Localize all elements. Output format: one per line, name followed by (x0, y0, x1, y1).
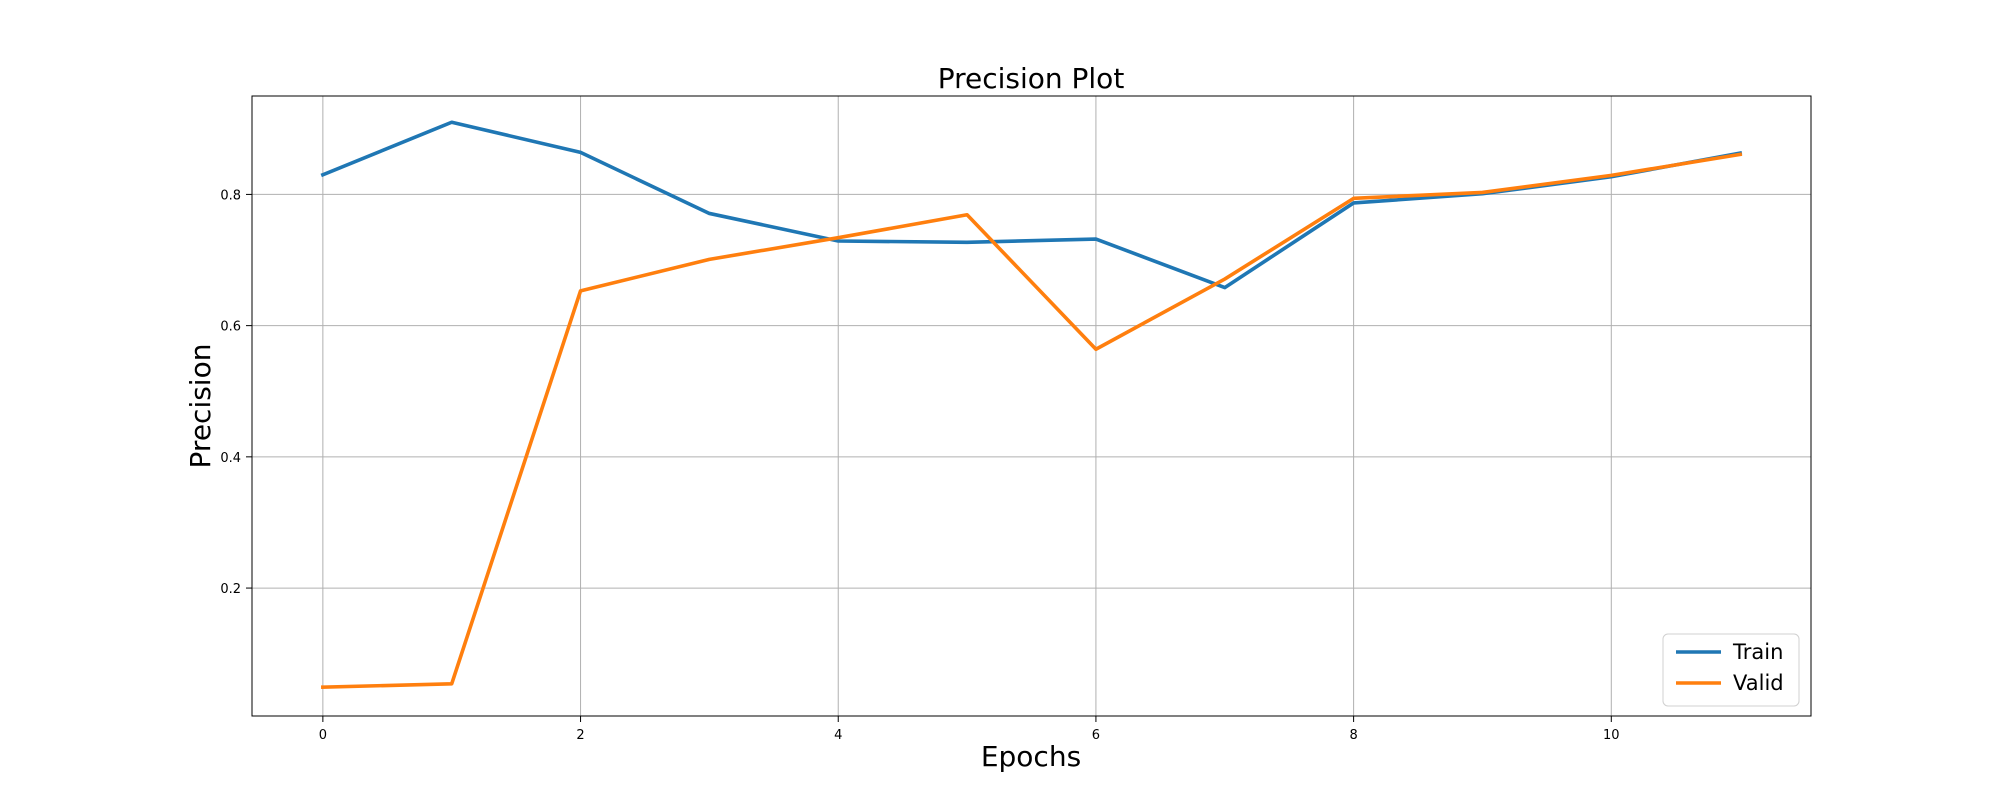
plot-frame (251, 95, 1812, 717)
chart-title: Precision Plot (938, 62, 1125, 95)
series-layer (320, 120, 1743, 689)
x-tick-label: 8 (1349, 728, 1357, 743)
y-tick-label: 0.8 (220, 188, 241, 203)
legend: Train Valid (1662, 633, 1800, 707)
series-line-valid (321, 152, 1743, 689)
x-tick-label: 6 (1092, 728, 1100, 743)
x-tick-label: 10 (1603, 728, 1620, 743)
x-tick-label: 4 (834, 728, 842, 743)
legend-label-train: Train (1732, 640, 1783, 664)
tick-layer: 0 2 4 6 8 10 0.2 0.4 0.6 0.8 (220, 188, 1619, 743)
y-tick-label: 0.4 (220, 451, 241, 466)
legend-label-valid: Valid (1733, 671, 1784, 695)
grid-layer (252, 96, 1811, 716)
series-line-train (320, 120, 1743, 290)
x-axis-label: Epochs (981, 740, 1081, 773)
x-tick-label: 0 (319, 728, 327, 743)
y-tick-label: 0.2 (220, 582, 241, 597)
y-tick-label: 0.6 (220, 320, 241, 335)
y-axis-label: Precision (184, 344, 217, 469)
x-tick-label: 2 (576, 728, 584, 743)
